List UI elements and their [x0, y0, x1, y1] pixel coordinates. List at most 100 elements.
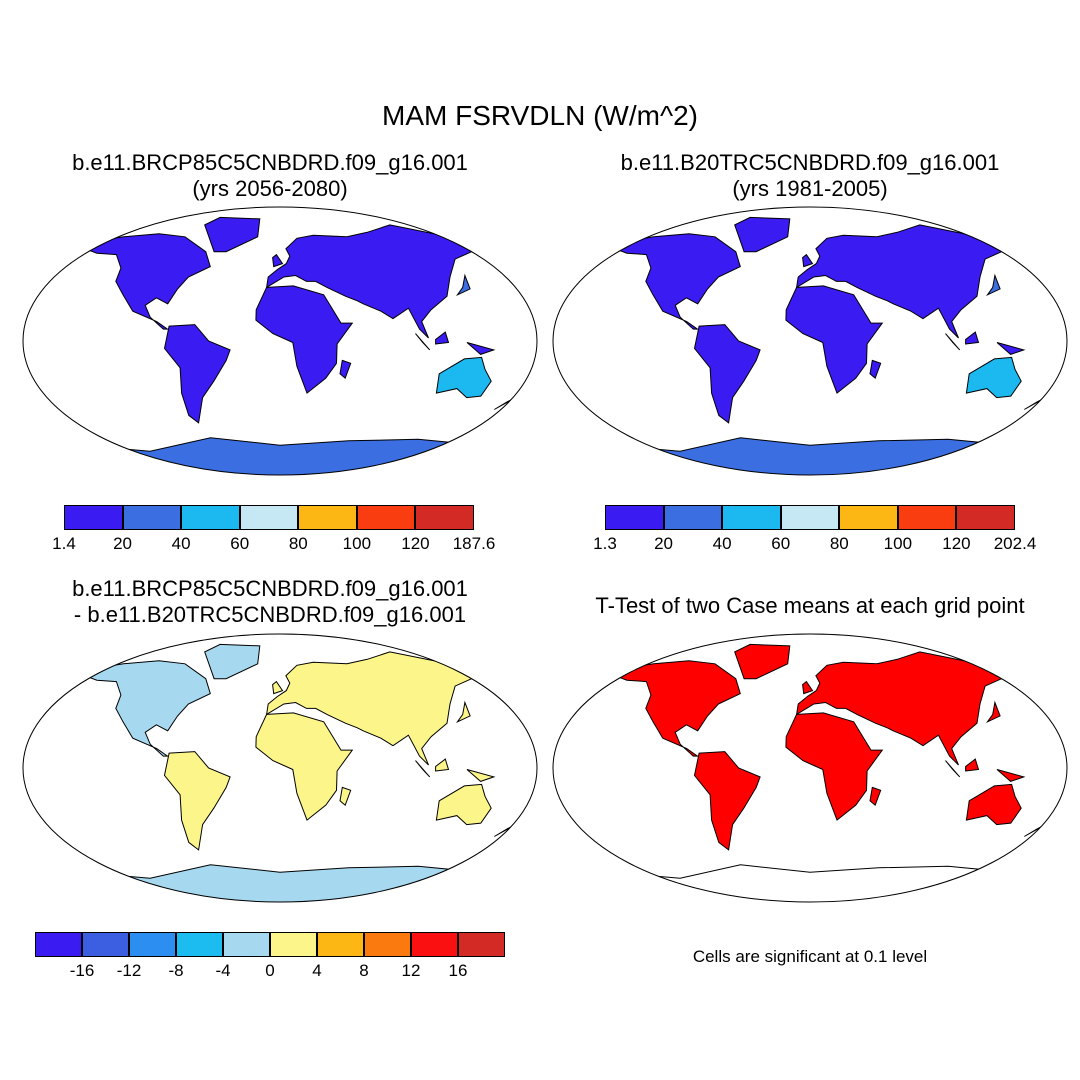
colorbar-box — [35, 932, 82, 957]
continent-outline — [785, 285, 884, 394]
colorbar-box — [223, 932, 270, 957]
continent-outline — [163, 751, 231, 851]
colorbar-tick-label: 12 — [401, 961, 421, 980]
colorbar-tick-label: 40 — [712, 534, 732, 553]
colorbar-box — [722, 505, 781, 530]
colorbar-tick-label: 8 — [359, 961, 369, 980]
continent-outline — [435, 783, 492, 826]
colorbar-box — [780, 505, 840, 530]
continent-outline — [456, 700, 471, 724]
continent-outline — [945, 760, 961, 778]
colorbar-box — [64, 505, 123, 530]
map-boundary — [22, 633, 538, 903]
map-difference — [22, 633, 538, 903]
panel-title-ttest: T-Test of two Case means at each grid po… — [550, 593, 1070, 619]
panel-title-historical: b.e11.B20TRC5CNBDRD.f09_g16.001 (yrs 198… — [570, 150, 1050, 202]
colorbar-tick-label: 202.4 — [993, 534, 1037, 553]
colorbar-box — [181, 505, 240, 530]
continent-outline — [802, 680, 814, 695]
colorbar-box — [317, 932, 364, 957]
colorbar-tick-label: 1.3 — [593, 534, 617, 553]
colorbar-tick-label: 40 — [171, 534, 191, 553]
continent-outline — [204, 216, 261, 253]
continent-outline — [84, 660, 211, 757]
panel-title-historical-line1: b.e11.B20TRC5CNBDRD.f09_g16.001 — [620, 150, 1000, 175]
continent-outline — [339, 359, 352, 380]
continent-outline — [693, 751, 761, 851]
continent-outline — [945, 333, 961, 351]
continent-outline — [965, 331, 980, 345]
continent-outline — [785, 712, 884, 821]
colorbar-box — [298, 505, 357, 530]
continent-outline — [614, 660, 741, 757]
colorbar-box — [356, 505, 416, 530]
continent-outline — [734, 216, 791, 253]
continent-outline — [272, 253, 284, 268]
colorbar-box — [458, 932, 505, 957]
continent-outline — [265, 651, 488, 766]
significance-note: Cells are significant at 0.1 level — [692, 947, 928, 966]
continent-outline — [255, 285, 354, 394]
colorbar-box — [415, 505, 474, 530]
colorbar-box — [82, 932, 129, 957]
colorbar-tick-label: 80 — [829, 534, 849, 553]
colorbar-tick-label: 100 — [883, 534, 913, 553]
continent-outline — [466, 342, 496, 355]
continent-outline — [802, 253, 814, 268]
continent-outline — [255, 712, 354, 821]
map-historical — [552, 206, 1068, 476]
colorbar-box — [839, 505, 898, 530]
panel-title-future: b.e11.BRCP85C5CNBDRD.f09_g16.001 (yrs 20… — [30, 150, 510, 202]
colorbar-tick-label: 120 — [401, 534, 430, 553]
continent-outline — [996, 342, 1026, 355]
colorbar-tick-label: -16 — [69, 961, 95, 980]
continent-outline — [986, 273, 1001, 297]
colorbar-tick-label: 4 — [312, 961, 322, 980]
panel-title-future-line2: (yrs 2056-2080) — [192, 176, 348, 201]
continent-outline — [996, 769, 1026, 782]
continent-outline — [265, 224, 488, 339]
colorbar-tick-label: 100 — [342, 534, 372, 553]
continent-outline — [435, 356, 492, 399]
continent-outline — [614, 233, 741, 330]
continent-outline — [986, 700, 1001, 724]
colorbar-box — [605, 505, 664, 530]
map-boundary — [552, 633, 1068, 903]
continent-outline — [693, 324, 761, 424]
colorbar-tick-label: 60 — [771, 534, 791, 553]
colorbar-box — [956, 505, 1015, 530]
panel-title-difference-line2: - b.e11.B20TRC5CNBDRD.f09_g16.001 — [73, 602, 467, 627]
continent-outline — [869, 359, 882, 380]
panel-title-difference: b.e11.BRCP85C5CNBDRD.f09_g16.001 - b.e11… — [30, 576, 510, 628]
colorbar-tick-label: -4 — [215, 961, 231, 980]
continent-outline — [272, 680, 284, 695]
map-boundary — [22, 206, 538, 476]
colorbar-tick-label: 187.6 — [452, 534, 496, 553]
colorbar-tick-label: -12 — [116, 961, 142, 980]
colorbar-tick-label: -8 — [168, 961, 184, 980]
figure-title: MAM FSRVDLN (W/m^2) — [382, 100, 698, 131]
continent-outline — [795, 651, 1018, 766]
colorbar-box — [897, 505, 957, 530]
continent-outline — [339, 786, 352, 807]
continent-outline — [415, 333, 431, 351]
colorbar-tick-label: 20 — [113, 534, 133, 553]
colorbar-box — [176, 932, 223, 957]
colorbar-tick-label: 0 — [265, 961, 275, 980]
colorbar-difference: -16 -12 -8 -4 0 4 8 12 16 — [35, 932, 505, 987]
colorbar-box — [411, 932, 458, 957]
colorbar-box — [270, 932, 317, 957]
continent-outline — [734, 643, 791, 680]
continent-outline — [965, 356, 1022, 399]
continent-outline — [415, 760, 431, 778]
colorbar-box — [364, 932, 411, 957]
colorbar-tick-label: 1.4 — [52, 534, 76, 553]
continent-outline — [466, 769, 496, 782]
continent-outline — [965, 783, 1022, 826]
colorbar-tick-label: 80 — [288, 534, 308, 553]
continent-outline — [435, 331, 450, 345]
colorbar-box — [122, 505, 182, 530]
colorbar-tick-label: 120 — [942, 534, 971, 553]
colorbar-tick-label: 16 — [448, 961, 468, 980]
continent-outline — [456, 273, 471, 297]
